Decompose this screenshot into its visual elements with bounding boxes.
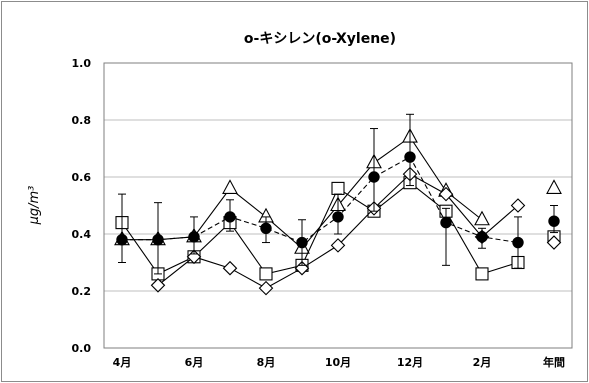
data-point bbox=[224, 211, 236, 223]
data-point bbox=[222, 260, 238, 276]
data-point bbox=[330, 238, 346, 253]
series-line bbox=[122, 156, 519, 244]
data-point bbox=[404, 151, 416, 163]
data-point bbox=[546, 235, 562, 250]
y-tick-label: 0.2 bbox=[72, 285, 92, 298]
x-tick-label: 年間 bbox=[543, 355, 565, 369]
series-filled-circle bbox=[116, 113, 560, 275]
data-point bbox=[150, 278, 166, 293]
y-tick-label: 0.8 bbox=[72, 114, 92, 127]
data-point bbox=[260, 222, 272, 235]
data-point bbox=[331, 181, 345, 195]
data-point bbox=[474, 210, 490, 226]
x-tick-label: 12月 bbox=[397, 356, 423, 369]
data-point bbox=[152, 234, 164, 246]
data-point bbox=[440, 216, 452, 229]
data-point bbox=[438, 186, 454, 202]
data-point bbox=[188, 231, 200, 243]
data-point bbox=[116, 234, 128, 246]
x-tick-label: 10月 bbox=[325, 356, 351, 369]
data-point bbox=[259, 267, 273, 281]
data-point bbox=[475, 267, 489, 281]
data-point bbox=[476, 231, 488, 243]
data-point bbox=[332, 211, 344, 223]
plot-area-border bbox=[103, 62, 573, 349]
y-tick-label: 0.4 bbox=[72, 228, 92, 241]
y-tick-labels: 0.0 0.2 0.4 0.6 0.8 1.0 bbox=[72, 57, 92, 355]
y-tick-label: 0.6 bbox=[72, 171, 92, 184]
series-layer bbox=[114, 113, 562, 296]
series-line bbox=[121, 181, 519, 275]
y-axis-title: μg/m³ bbox=[27, 186, 42, 226]
data-point bbox=[548, 215, 560, 227]
x-tick-labels: 4月 6月 8月 10月 12月 2月 年間 bbox=[113, 355, 565, 369]
data-point bbox=[368, 171, 380, 183]
chart-title: o-キシレン(o-Xylene) bbox=[244, 31, 396, 47]
x-tick-label: 2月 bbox=[473, 356, 492, 369]
y-tick-label: 1.0 bbox=[72, 57, 92, 70]
data-point bbox=[296, 236, 308, 249]
data-point bbox=[258, 280, 274, 296]
plot-area bbox=[103, 62, 573, 349]
x-tick-label: 6月 bbox=[185, 356, 204, 369]
data-point bbox=[510, 198, 526, 213]
data-point bbox=[546, 179, 562, 194]
x-tick-label: 4月 bbox=[113, 356, 132, 369]
data-point bbox=[512, 236, 524, 249]
data-point bbox=[222, 179, 238, 194]
x-tick-label: 8月 bbox=[257, 356, 276, 369]
series-open-diamond bbox=[150, 166, 562, 296]
y-tick-label: 0.0 bbox=[72, 342, 92, 355]
